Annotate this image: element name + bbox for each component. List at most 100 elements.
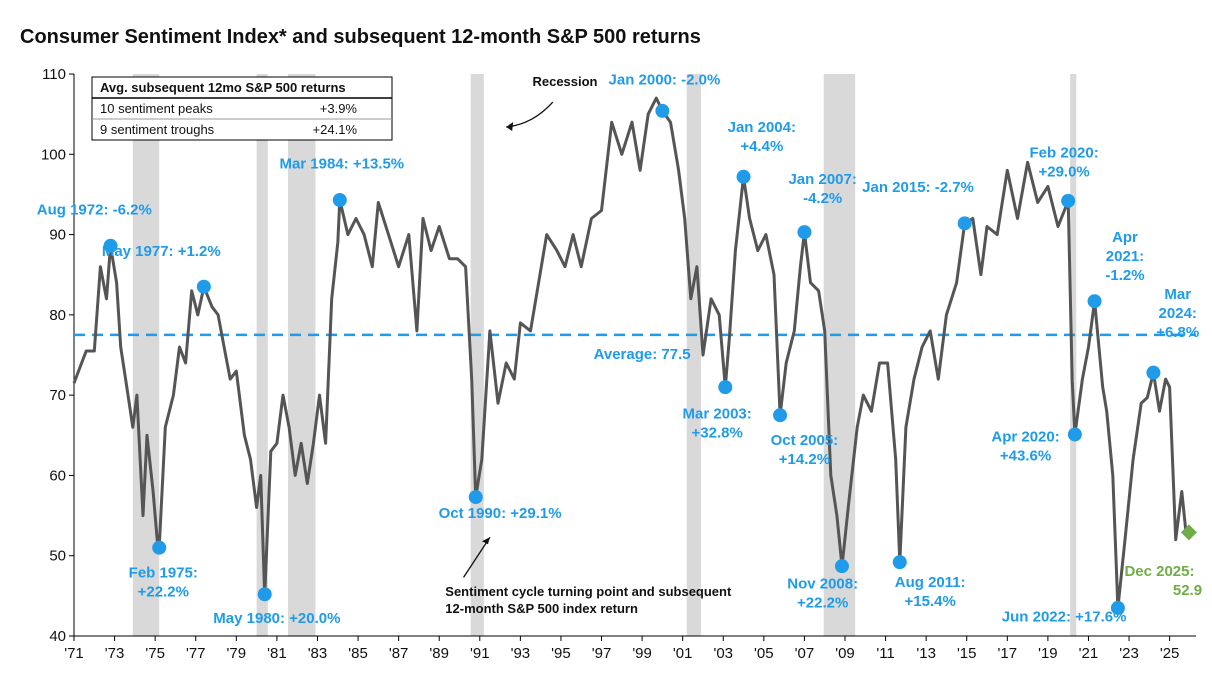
turning-point-label: Mar 1984: +13.5% bbox=[279, 156, 404, 173]
average-label: Average: 77.5 bbox=[594, 346, 691, 363]
y-tick-label: 70 bbox=[49, 387, 66, 404]
label-line: Apr 2020: bbox=[991, 429, 1059, 446]
recession-arrow bbox=[506, 101, 554, 128]
x-tick-label: '87 bbox=[389, 645, 409, 662]
axes: 40 50 60 70 80 90 100 110 '71 '73 '75 '77 '79 '81 '83 '… bbox=[41, 66, 1196, 662]
recession-band bbox=[1070, 74, 1077, 636]
label-line: +4.4% bbox=[740, 138, 783, 155]
latest-label: Dec 2025: 52.9 bbox=[1124, 563, 1202, 599]
label-line: Feb 1975: bbox=[129, 564, 198, 581]
turning-point-label: Jan 2015: -2.7% bbox=[862, 179, 974, 196]
x-tick-label: '75 bbox=[145, 645, 165, 662]
turning-point-marker bbox=[468, 490, 483, 505]
label-line: Jan 2004: bbox=[728, 119, 796, 136]
chart-title: Consumer Sentiment Index* and subsequent… bbox=[20, 26, 701, 48]
label-line: Mar bbox=[1164, 286, 1191, 303]
returns-table: Avg. subsequent 12mo S&P 500 returns 10 s… bbox=[91, 76, 393, 141]
turning-point-marker bbox=[1087, 294, 1102, 309]
label-line: +15.4% bbox=[905, 593, 956, 610]
turning-point-marker bbox=[718, 380, 733, 395]
turning-point-marker bbox=[655, 103, 670, 118]
x-tick-label: '79 bbox=[227, 645, 247, 662]
label-line: 2024: bbox=[1159, 305, 1197, 322]
label-line: 52.9 bbox=[1173, 582, 1202, 599]
turning-point-arrow bbox=[463, 536, 491, 578]
sentiment-line bbox=[72, 96, 1190, 610]
x-tick-label: '09 bbox=[835, 645, 855, 662]
y-tick-label: 90 bbox=[49, 227, 66, 244]
x-tick-label: '01 bbox=[673, 645, 693, 662]
recession-band bbox=[686, 74, 701, 636]
x-tick-label: '81 bbox=[267, 645, 287, 662]
label-line: Dec 2025: bbox=[1124, 563, 1194, 580]
table-frame bbox=[91, 76, 393, 141]
x-tick-label: '85 bbox=[348, 645, 368, 662]
recession-note: Recession bbox=[532, 74, 597, 89]
x-tick-label: '23 bbox=[1119, 645, 1139, 662]
turning-point-labels: Aug 1972: -6.2% Feb 1975: +22.2% May 1977: … bbox=[37, 71, 1202, 627]
latest-marker bbox=[1180, 524, 1197, 541]
turning-point-label: Aug 1972: -6.2% bbox=[37, 202, 152, 219]
x-tick-label: '99 bbox=[632, 645, 652, 662]
label-line: Feb 2020: bbox=[1030, 144, 1099, 161]
turning-point-label: Apr 2020: +43.6% bbox=[991, 429, 1059, 465]
turning-point-marker bbox=[196, 279, 211, 294]
y-tick-label: 60 bbox=[49, 467, 66, 484]
label-line: Mar 2003: bbox=[683, 405, 752, 422]
table-row-label: 9 sentiment troughs bbox=[100, 122, 215, 137]
table-row-label: 10 sentiment peaks bbox=[100, 101, 213, 116]
label-line: -1.2% bbox=[1105, 267, 1144, 284]
turning-point-label: Apr 2021: -1.2% bbox=[1105, 229, 1144, 284]
x-tick-label: '91 bbox=[470, 645, 490, 662]
recession-band bbox=[288, 74, 316, 636]
y-tick-label: 50 bbox=[49, 548, 66, 565]
x-tick-label: '15 bbox=[957, 645, 977, 662]
note-line: Sentiment cycle turning point and subseq… bbox=[445, 584, 732, 599]
y-tick-label: 110 bbox=[42, 66, 66, 83]
turning-point-label: Mar 2024: +6.8% bbox=[1156, 286, 1199, 341]
label-line: +22.2% bbox=[797, 595, 848, 612]
turning-points bbox=[103, 103, 1197, 615]
x-tick-label: '05 bbox=[754, 645, 774, 662]
label-line: May 1977: +1.2% bbox=[102, 243, 221, 260]
turning-point-marker bbox=[736, 169, 751, 184]
label-line: +32.8% bbox=[692, 424, 743, 441]
turning-point-label: Oct 1990: +29.1% bbox=[439, 505, 562, 522]
recession-band bbox=[470, 74, 484, 636]
label-line: Aug 1972: -6.2% bbox=[37, 202, 152, 219]
x-tick-label: '93 bbox=[511, 645, 531, 662]
table-row-value: +24.1% bbox=[313, 122, 358, 137]
turning-point-arrowhead bbox=[481, 537, 490, 545]
label-line: Oct 1990: +29.1% bbox=[439, 505, 562, 522]
label-line: Oct 2005: bbox=[771, 432, 839, 449]
x-tick-label: '25 bbox=[1160, 645, 1180, 662]
turning-point-marker bbox=[773, 408, 788, 423]
x-tick-label: '11 bbox=[876, 645, 894, 662]
label-line: Jun 2022: +17.6% bbox=[1002, 609, 1127, 626]
label-line: +22.2% bbox=[138, 583, 189, 600]
label-line: Apr bbox=[1112, 229, 1138, 246]
turning-point-marker bbox=[152, 540, 167, 555]
x-tick-label: '83 bbox=[308, 645, 328, 662]
x-tick-label: '97 bbox=[592, 645, 612, 662]
turning-point-marker bbox=[892, 555, 907, 570]
turning-point-label: Feb 1975: +22.2% bbox=[129, 564, 198, 600]
average-line-group: Average: 77.5 bbox=[74, 333, 1196, 363]
label-line: Jan 2007: bbox=[788, 171, 856, 188]
label-line: Nov 2008: bbox=[787, 576, 858, 593]
label-line: +14.2% bbox=[779, 451, 830, 468]
turning-point-marker bbox=[957, 216, 972, 231]
turning-point-marker bbox=[797, 225, 812, 240]
x-tick-label: '95 bbox=[551, 645, 571, 662]
label-line: Aug 2011: bbox=[895, 574, 966, 591]
label-line: 2021: bbox=[1106, 248, 1144, 265]
turning-point-marker bbox=[332, 193, 347, 208]
y-tick-label: 80 bbox=[49, 307, 66, 324]
notes: Recession Sentiment cycle turning point a… bbox=[445, 74, 732, 616]
label-line: May 1980: +20.0% bbox=[213, 610, 340, 627]
turning-point-marker bbox=[1110, 600, 1125, 615]
x-tick-label: '73 bbox=[105, 645, 125, 662]
turning-point-label: Jan 2004: +4.4% bbox=[728, 119, 796, 155]
turning-point-label: Nov 2008: +22.2% bbox=[787, 576, 858, 612]
